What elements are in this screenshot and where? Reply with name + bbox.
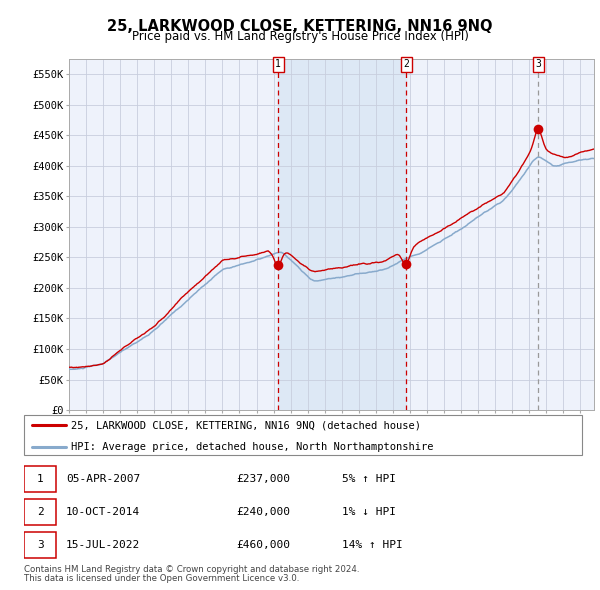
Text: HPI: Average price, detached house, North Northamptonshire: HPI: Average price, detached house, Nort… <box>71 442 434 452</box>
Text: £460,000: £460,000 <box>236 540 290 550</box>
FancyBboxPatch shape <box>24 415 582 455</box>
Text: £240,000: £240,000 <box>236 507 290 517</box>
Text: 25, LARKWOOD CLOSE, KETTERING, NN16 9NQ: 25, LARKWOOD CLOSE, KETTERING, NN16 9NQ <box>107 19 493 34</box>
Bar <box>278 59 406 410</box>
Text: 1: 1 <box>37 474 44 484</box>
Text: 2: 2 <box>37 507 44 517</box>
Text: 3: 3 <box>535 59 541 69</box>
FancyBboxPatch shape <box>24 466 56 491</box>
Text: Contains HM Land Registry data © Crown copyright and database right 2024.: Contains HM Land Registry data © Crown c… <box>24 565 359 574</box>
Text: 05-APR-2007: 05-APR-2007 <box>66 474 140 484</box>
Text: 25, LARKWOOD CLOSE, KETTERING, NN16 9NQ (detached house): 25, LARKWOOD CLOSE, KETTERING, NN16 9NQ … <box>71 421 421 430</box>
Text: 2: 2 <box>403 59 409 69</box>
Text: 1: 1 <box>275 59 281 69</box>
FancyBboxPatch shape <box>24 499 56 525</box>
FancyBboxPatch shape <box>24 532 56 558</box>
Text: 5% ↑ HPI: 5% ↑ HPI <box>342 474 396 484</box>
Text: 10-OCT-2014: 10-OCT-2014 <box>66 507 140 517</box>
Text: Price paid vs. HM Land Registry's House Price Index (HPI): Price paid vs. HM Land Registry's House … <box>131 30 469 43</box>
Text: 1% ↓ HPI: 1% ↓ HPI <box>342 507 396 517</box>
Text: 14% ↑ HPI: 14% ↑ HPI <box>342 540 403 550</box>
Text: 3: 3 <box>37 540 44 550</box>
Text: This data is licensed under the Open Government Licence v3.0.: This data is licensed under the Open Gov… <box>24 574 299 583</box>
Text: £237,000: £237,000 <box>236 474 290 484</box>
Text: 15-JUL-2022: 15-JUL-2022 <box>66 540 140 550</box>
